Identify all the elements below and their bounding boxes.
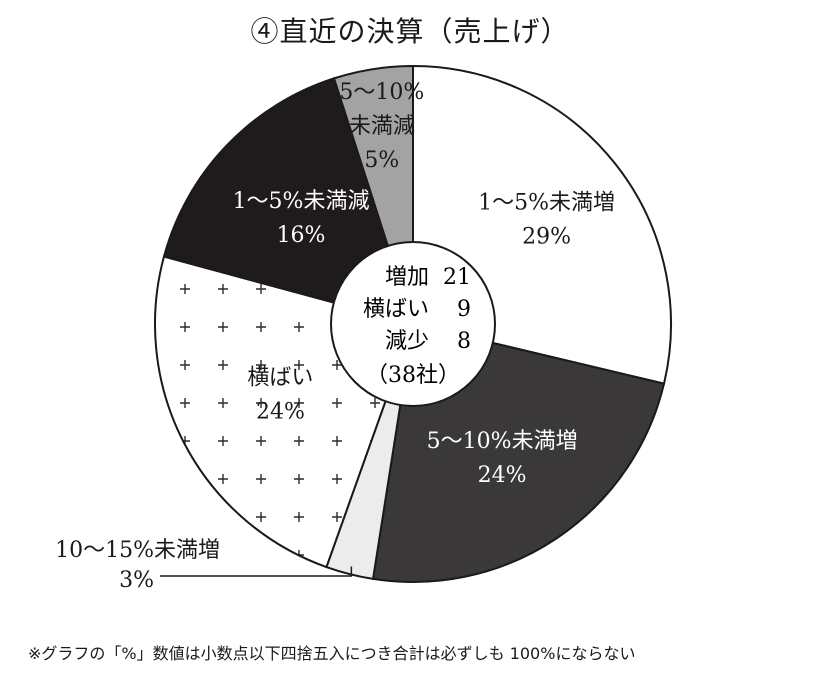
outside-label-line-2: 3%	[119, 568, 154, 593]
slice-label-5-line-0: 5〜10%	[339, 80, 424, 105]
center-row-label-2: 減少	[385, 329, 429, 354]
center-circle	[330, 241, 496, 407]
slice-label-4-line-0: 1〜5%未満減	[233, 189, 370, 214]
center-row-value-2: 8	[457, 329, 471, 354]
slice-label-0-line-1: 29%	[522, 224, 571, 249]
slice-label-3-line-0: 横ばい	[247, 365, 313, 390]
pie-slice-4	[162, 77, 415, 326]
footnote: ※グラフの「%」数値は小数点以下四捨五入につき合計は必ずしも 100%にならない	[28, 644, 636, 663]
slice-label-4-line-1: 16%	[277, 223, 326, 248]
slice-label-1-line-0: 5〜10%未満増	[427, 429, 578, 454]
center-row-label-0: 増加	[385, 265, 429, 290]
center-row-value-0: 21	[443, 265, 471, 290]
leader-line	[160, 566, 353, 577]
slice-label-0-line-0: 1〜5%未満増	[478, 190, 615, 215]
outside-label-line-1: 10〜15%未満増	[55, 538, 220, 563]
center-total: （38社）	[366, 363, 460, 388]
slice-label-1-line-1: 24%	[478, 463, 527, 488]
center-row-label-1: 横ばい	[363, 297, 429, 322]
chart-title: ④直近の決算（売上げ）	[250, 15, 570, 48]
slice-label-5-line-1: 未満減	[349, 114, 415, 139]
slice-label-5-line-2: 5%	[364, 148, 399, 173]
center-row-value-1: 9	[457, 297, 471, 322]
slice-label-3-line-1: 24%	[256, 399, 305, 424]
slice-label-outside: 10〜15%未満増 3%	[50, 536, 220, 596]
